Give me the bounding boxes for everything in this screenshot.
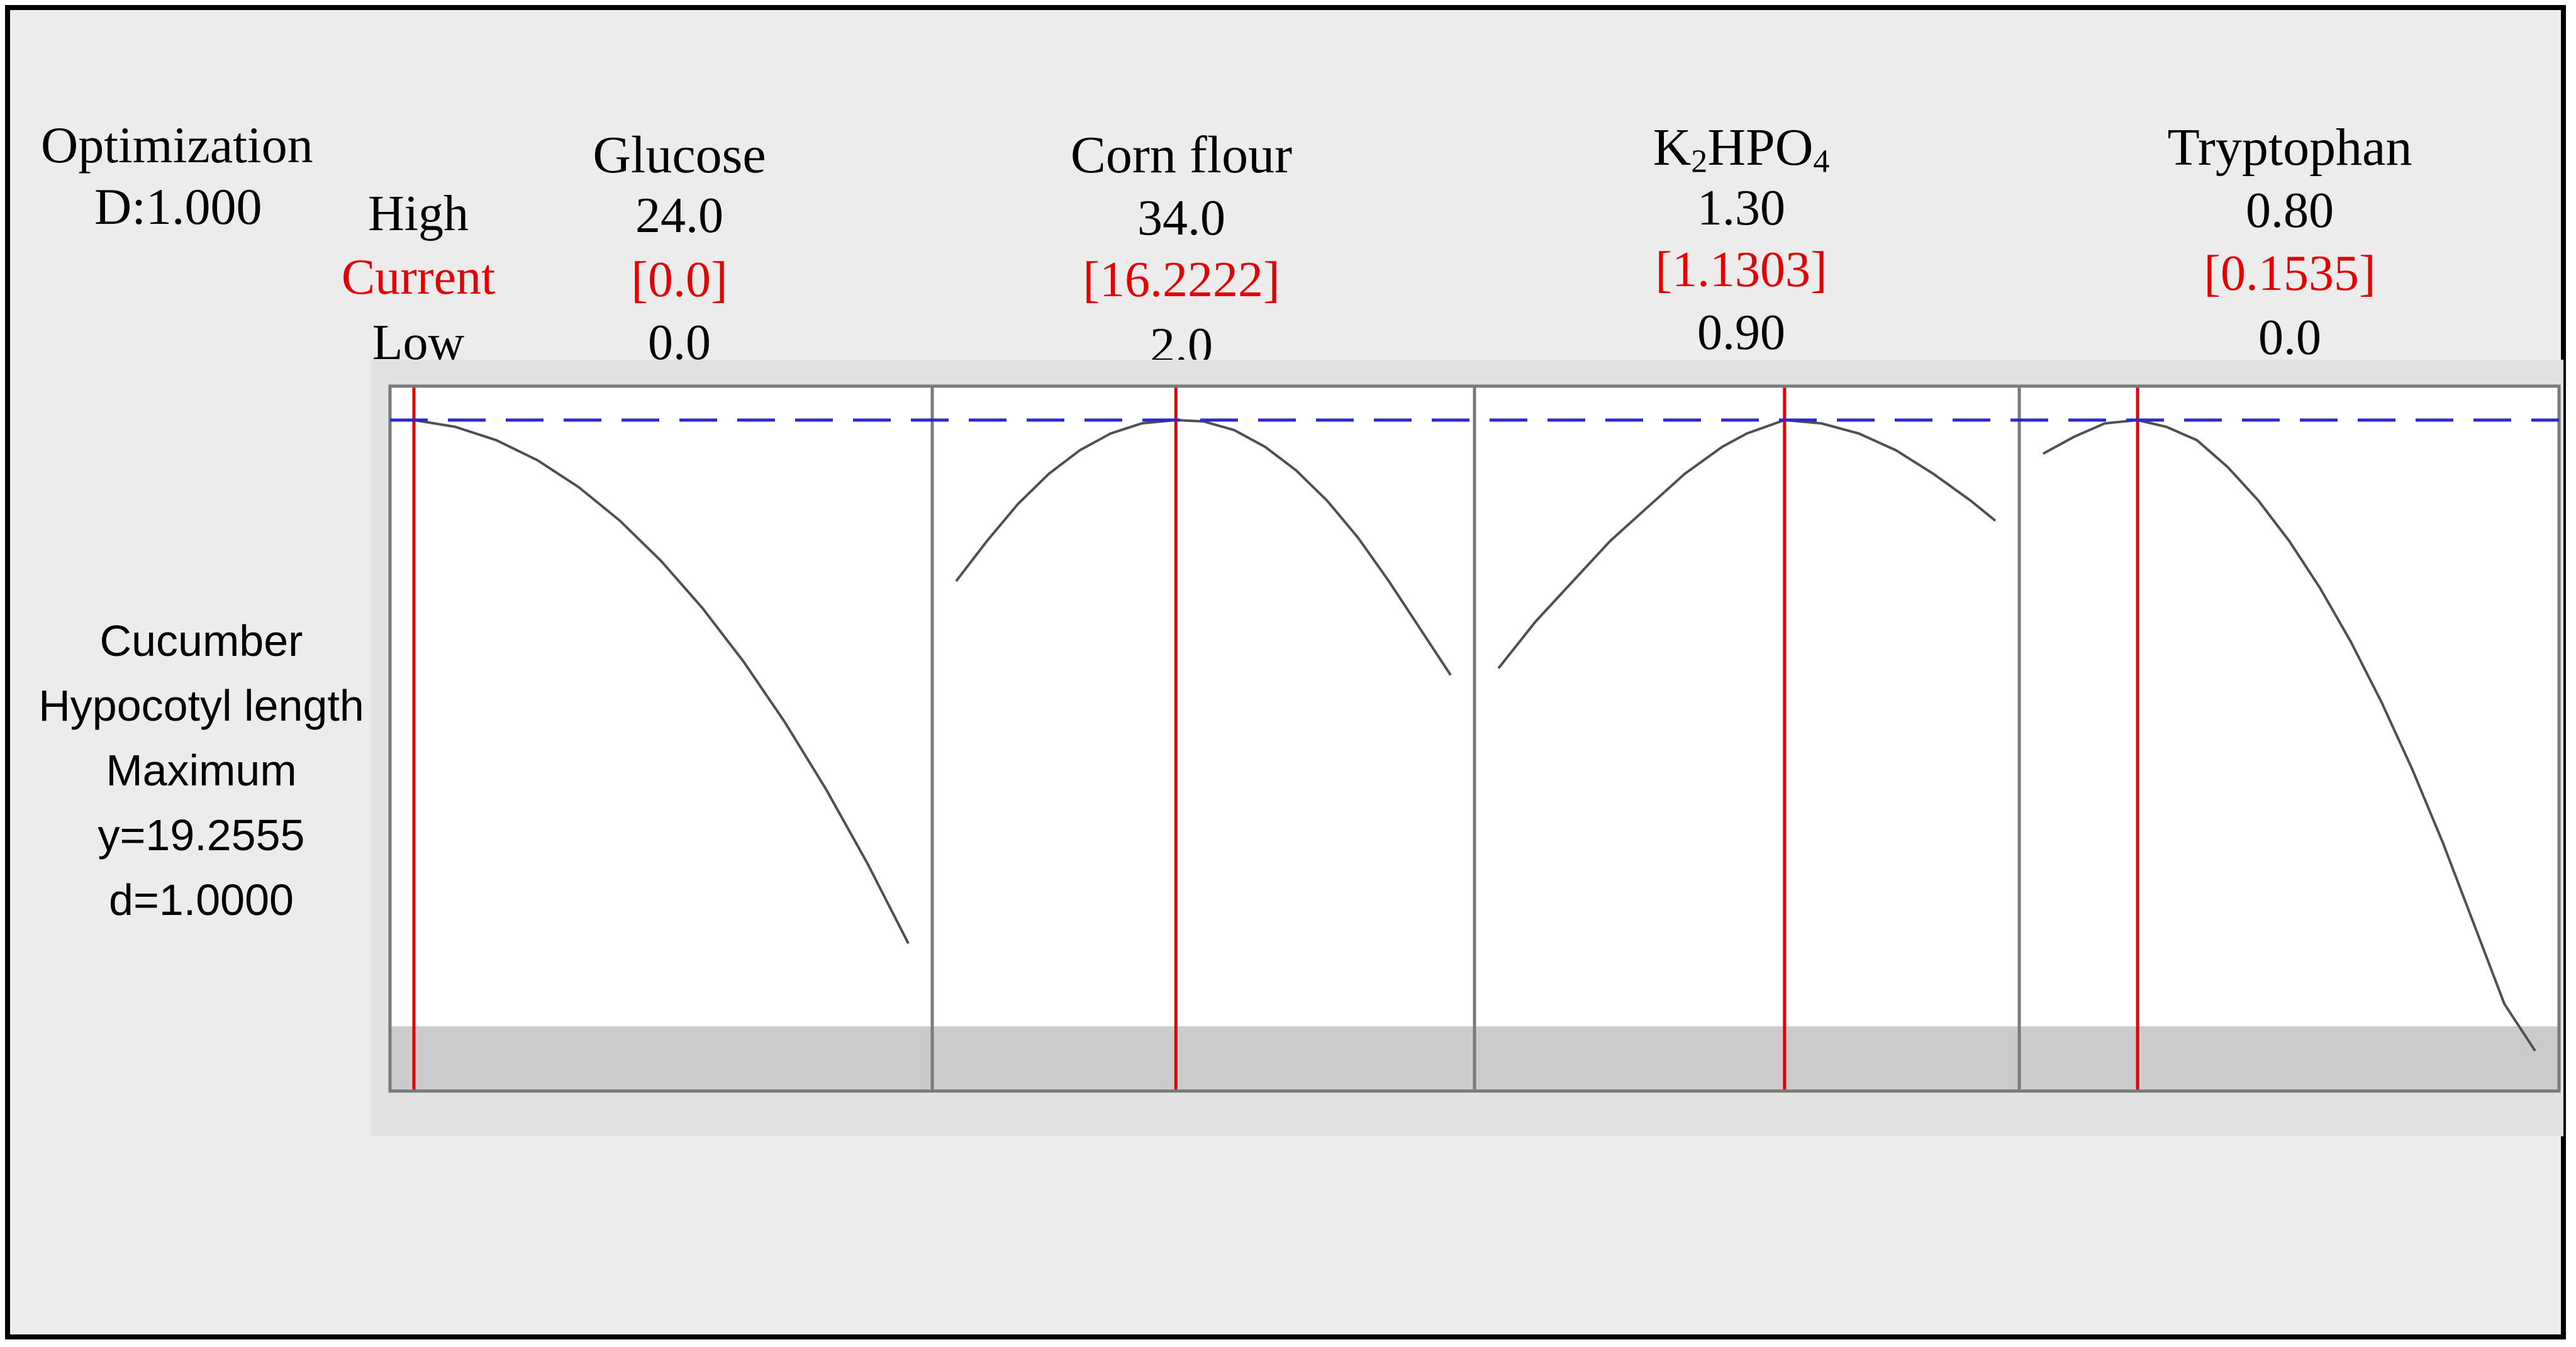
factor-current-tryptophan: [0.1535]	[2204, 246, 2376, 301]
panel-frame-tryptophan	[2017, 384, 2561, 1093]
panel-shade-khpo4	[1475, 1026, 2019, 1091]
overall-desirability-label: D:1.000	[94, 178, 262, 235]
panel-glucose	[390, 386, 932, 1091]
response-info: Cucumber Hypocotyl length Maximum y=19.2…	[6, 609, 396, 933]
panel-shade-glucose	[390, 1026, 932, 1091]
factor-current-corn-flour: [16.2222]	[1083, 252, 1280, 308]
factor-current-glucose: [0.0]	[631, 252, 728, 308]
factor-low-k2hpo4: 0.90	[1697, 305, 1785, 360]
factor-name-tryptophan: Tryptophan	[2167, 118, 2412, 177]
factor-panels	[388, 384, 2561, 1093]
panel-khpo4	[1475, 386, 2019, 1091]
row-label-current: Current	[341, 250, 496, 305]
factor-low-tryptophan: 0.0	[2258, 310, 2321, 365]
factor-name-k2hpo4: K2HPO4	[1653, 118, 1830, 180]
factor-high-tryptophan: 0.80	[2246, 183, 2334, 238]
response-curve-glucose	[413, 419, 910, 945]
response-predicted-value: y=19.2555	[98, 811, 305, 860]
factor-current-k2hpo4: [1.1303]	[1655, 242, 1827, 297]
response-name-line2: Hypocotyl length	[38, 681, 364, 730]
optimization-label: Optimization	[41, 116, 313, 174]
factor-name-corn-flour: Corn flour	[1070, 126, 1293, 184]
factor-name-glucose: Glucose	[593, 126, 766, 184]
response-name-line1: Cucumber	[99, 616, 303, 665]
panel-corn-flour	[932, 386, 1475, 1091]
response-goal: Maximum	[106, 746, 297, 795]
panel-shade-corn-flour	[932, 1026, 1475, 1091]
response-desirability: d=1.0000	[109, 875, 294, 924]
response-curve-khpo4	[1497, 418, 1997, 670]
factor-high-corn-flour: 34.0	[1137, 191, 1225, 246]
panel-tryptophan	[2019, 386, 2559, 1091]
factor-high-k2hpo4: 1.30	[1697, 180, 1785, 236]
factor-high-glucose: 24.0	[635, 188, 723, 243]
row-label-high: High	[368, 186, 469, 241]
panel-shade-tryptophan	[2019, 1026, 2559, 1091]
